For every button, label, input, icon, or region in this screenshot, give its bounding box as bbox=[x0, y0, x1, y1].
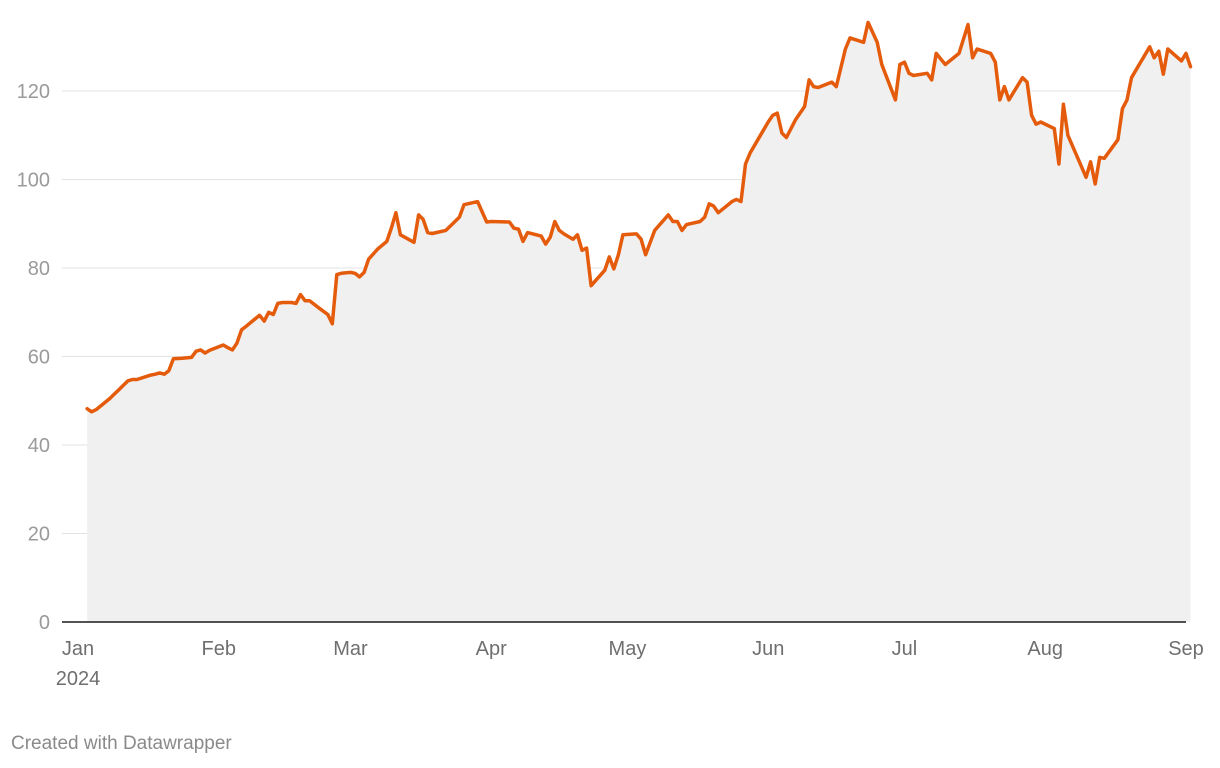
y-tick-label: 60 bbox=[28, 347, 50, 369]
x-tick-label: Jan bbox=[62, 638, 94, 660]
y-tick-label: 120 bbox=[17, 81, 50, 103]
y-tick-label: 100 bbox=[17, 170, 50, 192]
x-tick-label: Jul bbox=[892, 638, 918, 660]
y-tick-label: 40 bbox=[28, 435, 50, 457]
y-axis-ticks: 0 20 40 60 80 100 120 bbox=[17, 81, 50, 634]
x-tick-label: Aug bbox=[1027, 638, 1063, 660]
y-tick-label: 0 bbox=[39, 612, 50, 634]
x-tick-sublabel: 2024 bbox=[56, 668, 101, 690]
x-tick-label: Sep bbox=[1168, 638, 1204, 660]
series-line bbox=[85, 20, 1193, 414]
credit-text: Created with Datawrapper bbox=[11, 733, 232, 754]
x-axis-ticks: Jan 2024 Feb Mar Apr May Jun Jul Aug Sep bbox=[56, 638, 1204, 690]
x-tick-label: Jun bbox=[752, 638, 784, 660]
x-tick-label: May bbox=[609, 638, 647, 660]
y-tick-label: 20 bbox=[28, 524, 50, 546]
stock-area-chart: 0 20 40 60 80 100 120 Jan 2024 Feb Mar Apr May Jun Ju… bbox=[17, 20, 1204, 690]
x-tick-label: Mar bbox=[333, 638, 368, 660]
x-tick-label: Apr bbox=[476, 638, 507, 660]
x-tick-label: Feb bbox=[202, 638, 236, 660]
series-area bbox=[87, 22, 1191, 622]
y-tick-label: 80 bbox=[28, 258, 50, 280]
